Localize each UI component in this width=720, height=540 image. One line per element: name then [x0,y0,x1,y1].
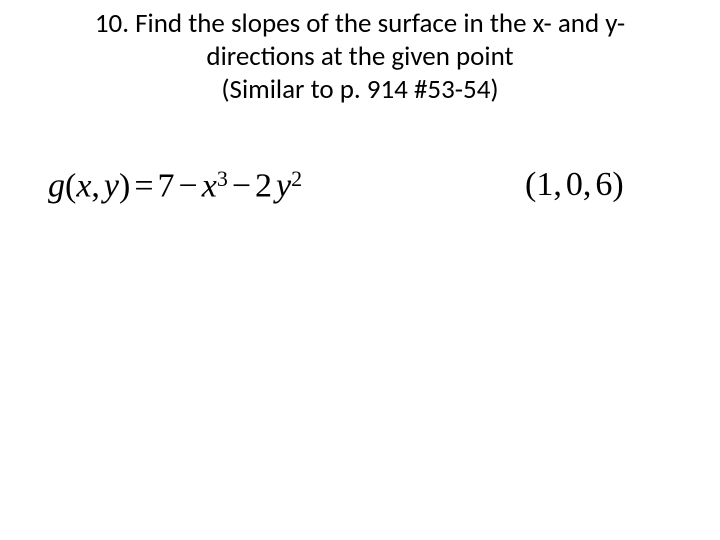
close-paren: ) [119,168,130,205]
title-line-2: directions at the given point [206,40,513,73]
problem-title: 10. Find the slopes of the surface in th… [54,8,666,107]
y-squared-base: y [276,168,291,205]
exponent-3: 3 [217,166,228,191]
pt-b: 0 [566,166,583,203]
coef-2: 2 [255,168,272,205]
slide: 10. Find the slopes of the surface in th… [0,0,720,540]
minus-2: − [232,168,251,205]
var-y: y [104,168,119,205]
pt-c1: , [553,166,562,203]
pt-c: 6 [595,166,612,203]
pt-c2: , [583,166,592,203]
equals: = [134,168,153,205]
exponent-2: 2 [291,166,302,191]
title-line-1: 10. Find the slopes of the surface in th… [95,7,625,40]
var-x: x [76,168,91,205]
pt-open: ( [525,166,536,203]
const-7: 7 [158,168,175,205]
comma-1: , [91,168,100,205]
pt-close: ) [612,166,623,203]
minus-1: − [179,168,198,205]
given-point: (1,0,6) [525,166,624,204]
func-name: g [48,168,65,205]
title-line-3: (Similar to p. 914 #53-54) [221,73,498,106]
open-paren: ( [65,168,76,205]
pt-a: 1 [536,166,553,203]
function-definition: g(x,y)=7−x3−2y2 [48,164,302,205]
x-cubed-base: x [202,168,217,205]
